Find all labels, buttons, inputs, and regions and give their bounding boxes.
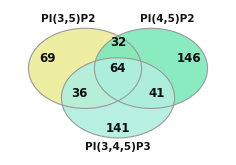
Text: 36: 36 bbox=[71, 87, 87, 100]
Text: 141: 141 bbox=[106, 122, 130, 135]
Text: 69: 69 bbox=[39, 52, 55, 66]
Text: 41: 41 bbox=[149, 87, 165, 100]
Text: 64: 64 bbox=[110, 62, 126, 75]
Text: 146: 146 bbox=[176, 52, 201, 66]
Text: PI(3,5)P2: PI(3,5)P2 bbox=[41, 14, 96, 24]
Text: PI(4,5)P2: PI(4,5)P2 bbox=[140, 14, 195, 24]
Ellipse shape bbox=[61, 58, 175, 138]
Ellipse shape bbox=[28, 28, 142, 108]
Text: PI(3,4,5)P3: PI(3,4,5)P3 bbox=[85, 142, 151, 152]
Text: 32: 32 bbox=[110, 36, 126, 49]
Ellipse shape bbox=[94, 28, 208, 108]
